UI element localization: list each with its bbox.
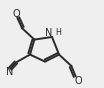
- Text: N: N: [6, 67, 14, 77]
- Text: O: O: [12, 9, 20, 19]
- Text: N: N: [45, 28, 52, 38]
- Text: O: O: [74, 76, 82, 86]
- Text: H: H: [56, 28, 61, 37]
